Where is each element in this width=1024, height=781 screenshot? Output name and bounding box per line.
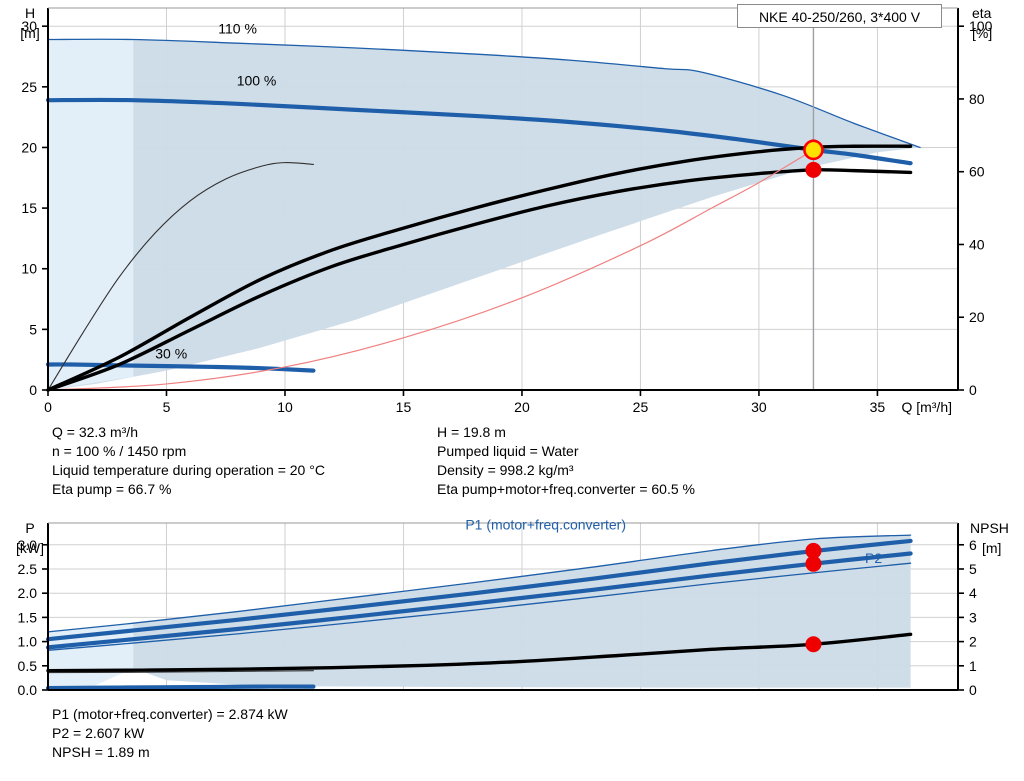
results-bottom: P1 (motor+freq.converter) = 2.874 kW P2 … <box>52 705 288 762</box>
svg-text:NPSH: NPSH <box>970 520 1009 536</box>
svg-text:P1 (motor+freq.converter): P1 (motor+freq.converter) <box>465 516 626 532</box>
svg-text:25: 25 <box>21 79 37 95</box>
result-line: Q = 32.3 m³/h <box>52 424 138 440</box>
svg-text:15: 15 <box>21 200 37 216</box>
svg-text:30: 30 <box>751 399 767 415</box>
svg-text:0: 0 <box>969 682 977 698</box>
result-line: P2 = 2.607 kW <box>52 725 145 741</box>
svg-text:4: 4 <box>969 585 977 601</box>
svg-text:P: P <box>25 520 34 536</box>
svg-text:30: 30 <box>21 18 37 34</box>
svg-text:25: 25 <box>633 399 649 415</box>
svg-text:2.0: 2.0 <box>18 585 38 601</box>
svg-text:5: 5 <box>163 399 171 415</box>
pump-title-box: NKE 40-250/260, 3*400 V <box>737 4 942 28</box>
svg-text:0: 0 <box>969 382 977 398</box>
svg-text:35: 35 <box>870 399 886 415</box>
svg-text:0: 0 <box>29 382 37 398</box>
svg-text:10: 10 <box>21 261 37 277</box>
svg-text:40: 40 <box>969 236 985 252</box>
svg-text:Q [m³/h]: Q [m³/h] <box>901 399 952 415</box>
result-line: Density = 998.2 kg/m³ <box>437 462 574 478</box>
results-right: H = 19.8 m Pumped liquid = Water Density… <box>437 423 695 499</box>
svg-text:5: 5 <box>29 321 37 337</box>
svg-text:20: 20 <box>514 399 530 415</box>
svg-text:6: 6 <box>969 537 977 553</box>
svg-text:20: 20 <box>21 139 37 155</box>
svg-text:80: 80 <box>969 91 985 107</box>
result-line: n = 100 % / 1450 rpm <box>52 443 187 459</box>
results-left: Q = 32.3 m³/h n = 100 % / 1450 rpm Liqui… <box>52 423 325 499</box>
svg-text:2: 2 <box>969 634 977 650</box>
svg-text:1: 1 <box>969 658 977 674</box>
svg-text:H: H <box>25 5 35 21</box>
result-line: Eta pump+motor+freq.converter = 60.5 % <box>437 481 695 497</box>
svg-text:eta: eta <box>972 5 992 21</box>
result-line: Liquid temperature during operation = 20… <box>52 462 325 478</box>
svg-text:3: 3 <box>969 609 977 625</box>
svg-text:2.5: 2.5 <box>18 561 38 577</box>
result-line: NPSH = 1.89 m <box>52 744 150 760</box>
svg-text:[m]: [m] <box>20 25 39 41</box>
svg-text:60: 60 <box>969 164 985 180</box>
svg-text:[%]: [%] <box>972 25 992 41</box>
svg-text:100: 100 <box>969 18 993 34</box>
result-line: P1 (motor+freq.converter) = 2.874 kW <box>52 706 288 722</box>
svg-text:0.5: 0.5 <box>18 658 38 674</box>
svg-text:[m]: [m] <box>982 540 1001 556</box>
svg-text:100 %: 100 % <box>237 73 277 89</box>
svg-text:15: 15 <box>396 399 412 415</box>
svg-text:P2: P2 <box>865 550 882 566</box>
power-npsh-chart: 0.0 0.5 1.0 1.5 2.0 2.5 3.0 0 1 2 3 4 5 6 P [kW] NPSH [m]… <box>16 516 1009 698</box>
result-line: Eta pump = 66.7 % <box>52 481 172 497</box>
svg-text:1.0: 1.0 <box>18 634 38 650</box>
svg-text:0.0: 0.0 <box>18 682 38 698</box>
svg-text:110 %: 110 % <box>218 20 257 36</box>
svg-text:10: 10 <box>277 399 293 415</box>
result-line: Pumped liquid = Water <box>437 443 579 459</box>
svg-text:20: 20 <box>969 309 985 325</box>
svg-text:30 %: 30 % <box>155 345 187 361</box>
svg-text:1.5: 1.5 <box>18 609 38 625</box>
svg-text:0: 0 <box>44 399 52 415</box>
svg-text:3.0: 3.0 <box>18 537 38 553</box>
result-line: H = 19.8 m <box>437 424 506 440</box>
svg-text:5: 5 <box>969 561 977 577</box>
pump-title: NKE 40-250/260, 3*400 V <box>758 9 921 25</box>
head-efficiency-chart: 0 5 10 15 20 25 30 0 20 40 60 80 100 0 5 10 15 20 25 30 35 H [… <box>20 5 993 415</box>
svg-text:[kW]: [kW] <box>16 540 44 556</box>
